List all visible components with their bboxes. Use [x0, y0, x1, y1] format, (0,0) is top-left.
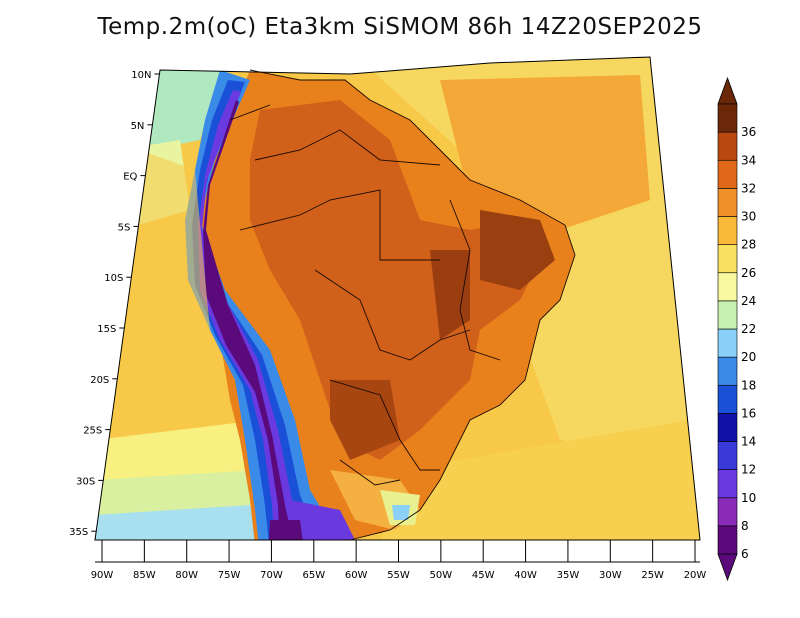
lat-tick-label: 5S — [118, 222, 131, 233]
colorbar-swatch — [717, 328, 738, 358]
lon-tick-label: 80W — [175, 570, 198, 581]
map-title: Temp.2m(oC) Eta3km SiSMOM 86h 14Z20SEP20… — [97, 14, 703, 40]
lon-tick-label: 50W — [430, 570, 453, 581]
lon-tick-label: 25W — [641, 570, 664, 581]
map-border — [94, 56, 701, 541]
interior-hot-core — [250, 100, 545, 460]
andes-cold-inner — [198, 90, 305, 540]
south-ocean-coolest — [95, 505, 270, 540]
colorbar-swatch — [717, 441, 738, 470]
colorbar-swatch — [717, 159, 738, 189]
lon-tick-label: 35W — [557, 570, 580, 581]
lat-tick-label: 30S — [76, 476, 95, 487]
colorbar-label: 12 — [741, 463, 756, 477]
coastal-cool-strip-pacific — [120, 150, 210, 380]
uruguay-blue — [392, 505, 410, 520]
lon-tick-label: 90W — [91, 570, 114, 581]
lon-tick-label: 20W — [684, 570, 707, 581]
colorbar-swatch — [717, 244, 738, 274]
colorbar-swatch — [717, 469, 738, 499]
colorbar-swatch — [717, 300, 738, 330]
pacific-cool-north — [150, 70, 220, 150]
colorbar-label: 6 — [741, 547, 749, 561]
lat-tick-label: 5N — [131, 121, 145, 132]
colorbar-label: 16 — [741, 406, 756, 420]
map-frame — [94, 56, 701, 541]
colorbar-label: 26 — [741, 266, 756, 280]
atlantic-south-band — [380, 420, 700, 540]
colorbar-swatch — [717, 413, 738, 442]
colorbar-swatch — [717, 103, 738, 133]
lat-tick-label: 10S — [104, 273, 123, 284]
colorbar-swatch — [717, 272, 738, 302]
colorbar-label: 36 — [741, 125, 756, 139]
andes-cold-core — [203, 100, 295, 540]
lon-tick-label: 75W — [218, 570, 241, 581]
colorbar-swatch — [717, 384, 738, 414]
colorbar-label: 32 — [741, 181, 756, 195]
colorbar-bottom-arrow — [717, 553, 738, 582]
lon-tick-label: 65W — [302, 570, 325, 581]
lat-tick-label: EQ — [123, 172, 137, 183]
colorbar-label: 34 — [741, 153, 756, 167]
lon-tick-label: 55W — [387, 570, 410, 581]
lat-tick-label: 15S — [97, 324, 116, 335]
colorbar-label: 18 — [741, 378, 756, 392]
colorbar-top-arrow — [717, 76, 738, 105]
colorbar-swatch — [717, 188, 738, 217]
lat-tick-label: 25S — [83, 426, 102, 437]
colorbar-label: 14 — [741, 435, 756, 449]
colorbar-swatch — [717, 497, 738, 527]
colorbar-label: 24 — [741, 294, 756, 308]
hottest-zone-north — [480, 210, 555, 290]
patagonia-cold — [290, 500, 360, 540]
colorbar-swatch — [717, 525, 738, 555]
lat-tick-label: 20S — [90, 375, 109, 386]
patagonia-coldest — [268, 520, 305, 540]
colorbar-label: 30 — [741, 210, 756, 224]
colorbar-swatch — [717, 356, 738, 386]
colorbar-label: 22 — [741, 322, 756, 336]
lat-tick-label: 10N — [131, 70, 151, 81]
lon-tick-label: 40W — [514, 570, 537, 581]
lon-tick-label: 85W — [133, 570, 156, 581]
lon-tick-label: 60W — [345, 570, 368, 581]
colorbar-swatch — [717, 216, 738, 245]
lon-tick-label: 70W — [260, 570, 283, 581]
lon-tick-label: 45W — [472, 570, 495, 581]
colorbar-label: 20 — [741, 350, 756, 364]
lat-tick-label: 35S — [69, 527, 88, 538]
colorbar-label: 8 — [741, 519, 749, 533]
colorbar: 6 8 10 12 14 16 18 20 22 24 26 28 30 32 34 36 — [717, 76, 756, 582]
colorbar-swatch — [717, 131, 738, 161]
colorbar-label: 10 — [741, 491, 756, 505]
lon-tick-label: 30W — [599, 570, 622, 581]
hottest-zone-mid — [430, 250, 470, 340]
longitude-ticks: 90W 85W 80W 75W 70W 65W 60W 55W 50W 45W 40W 35W 30W 2… — [91, 540, 707, 581]
political-borders — [229, 69, 576, 541]
colorbar-label: 28 — [741, 238, 756, 252]
latitude-ticks: 10N 5N EQ 5S 10S 15S 20S 25S 30S 35S — [69, 70, 160, 538]
